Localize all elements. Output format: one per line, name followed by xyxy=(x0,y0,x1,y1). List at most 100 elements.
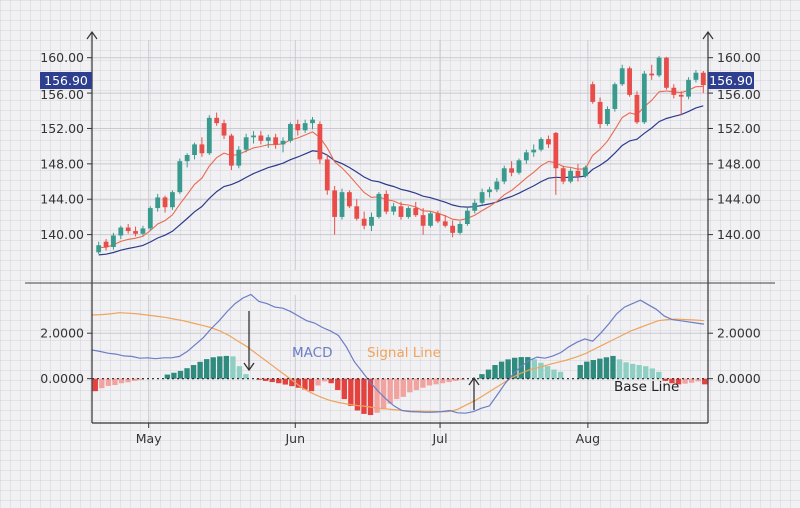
candle-body xyxy=(258,135,264,141)
histogram-bar xyxy=(538,362,544,379)
histogram-bar xyxy=(662,378,669,381)
candle-body xyxy=(170,192,175,208)
candle-body xyxy=(140,228,146,234)
macd-tick-label-left: 0.0000 xyxy=(40,371,84,386)
price-tick-label-right: 156.00 xyxy=(717,87,761,102)
histogram-bar xyxy=(669,378,675,384)
histogram-bar xyxy=(335,378,341,391)
histogram-bar xyxy=(197,361,203,379)
candle-body xyxy=(649,73,655,76)
candle-body xyxy=(302,123,308,131)
histogram-bar xyxy=(125,378,131,383)
price-tick-label-right: 148.00 xyxy=(717,156,761,171)
candle-body xyxy=(413,208,419,216)
histogram-bar xyxy=(118,378,125,384)
candle-body xyxy=(664,57,669,88)
macd-grid xyxy=(92,295,708,423)
candle-body xyxy=(538,139,544,150)
histogram-bar xyxy=(217,356,223,379)
histogram-bar xyxy=(223,355,230,379)
price-tick-label-left: 160.00 xyxy=(40,50,84,65)
candle-body xyxy=(546,139,551,145)
histogram-bar xyxy=(131,378,138,381)
candle-body xyxy=(391,206,397,212)
histogram-bar xyxy=(361,378,367,414)
candle-body xyxy=(464,210,470,224)
histogram-bar xyxy=(629,363,636,379)
candle-body xyxy=(435,213,441,222)
candlesticks xyxy=(96,55,706,255)
signal-line-annotation: Signal Line xyxy=(367,345,441,361)
candle-body xyxy=(265,137,271,141)
candle-body xyxy=(605,109,610,125)
histogram-bar xyxy=(439,378,446,384)
candle-body xyxy=(597,101,603,125)
macd-lines xyxy=(91,293,708,414)
candle-body xyxy=(693,72,699,80)
histogram-bar xyxy=(643,366,649,379)
histogram-bar xyxy=(525,357,531,379)
candle-body xyxy=(509,168,515,173)
histogram-bar xyxy=(413,378,420,391)
histogram-bar xyxy=(230,356,236,379)
histogram-bar xyxy=(479,374,485,379)
histogram-bar xyxy=(551,369,557,379)
histogram-bar xyxy=(204,359,210,379)
histogram-bar xyxy=(164,374,171,379)
candle-body xyxy=(612,84,618,109)
histogram-bar xyxy=(348,378,354,406)
macd-tick-label-right: 2.0000 xyxy=(717,326,761,341)
histogram-bar xyxy=(276,378,282,384)
histogram-bar xyxy=(282,378,288,385)
histogram-bar xyxy=(308,378,315,392)
candle-body xyxy=(125,227,131,232)
candle-body xyxy=(111,235,116,247)
histogram-bar xyxy=(367,378,374,416)
candle-body xyxy=(678,94,684,97)
crossover-arrow-down xyxy=(243,311,255,372)
candle-body xyxy=(133,231,138,234)
histogram-bar xyxy=(557,371,564,379)
histogram-bar xyxy=(302,378,308,390)
histogram-bar xyxy=(597,358,603,379)
price-tick-label-left: 140.00 xyxy=(40,227,84,242)
histogram-bar xyxy=(269,378,275,383)
annotations: MACD Signal Line Base Line xyxy=(243,311,679,410)
candle-body xyxy=(236,149,242,166)
candle-body xyxy=(273,137,279,145)
candle-body xyxy=(516,160,522,173)
moving-average-lines xyxy=(98,85,704,256)
histogram-bar xyxy=(682,378,688,384)
price-tick-label-right: 152.00 xyxy=(717,121,761,136)
histogram-bar xyxy=(407,378,413,393)
candle-body xyxy=(494,181,500,190)
candle-body xyxy=(332,190,338,217)
histogram-bar xyxy=(112,378,118,386)
macd-line xyxy=(91,293,705,414)
histogram-bar xyxy=(243,374,249,379)
candle-body xyxy=(206,117,212,154)
histogram-bar xyxy=(485,369,492,379)
candle-body xyxy=(450,225,456,233)
candle-body xyxy=(428,213,433,226)
histogram-bar xyxy=(616,359,623,379)
candle-body xyxy=(686,79,691,97)
histogram-bar xyxy=(453,378,459,381)
candle-body xyxy=(590,84,596,102)
candle-body xyxy=(346,192,352,207)
candle-body xyxy=(634,94,640,123)
price-tick-label-right: 144.00 xyxy=(717,192,761,207)
histogram-bar xyxy=(321,378,328,382)
histogram-bar xyxy=(498,361,505,379)
histogram-bar xyxy=(400,378,406,397)
histogram-bar xyxy=(426,378,433,386)
base-line-annotation: Base Line xyxy=(614,379,679,395)
histogram-bar xyxy=(315,378,321,386)
candle-body xyxy=(280,140,286,145)
last-price-badge-left xyxy=(40,72,92,89)
candle-body xyxy=(582,167,588,177)
candle-body xyxy=(457,224,463,233)
candle-body xyxy=(487,189,492,193)
histogram-bar xyxy=(492,365,498,379)
chart-axes xyxy=(25,30,775,424)
